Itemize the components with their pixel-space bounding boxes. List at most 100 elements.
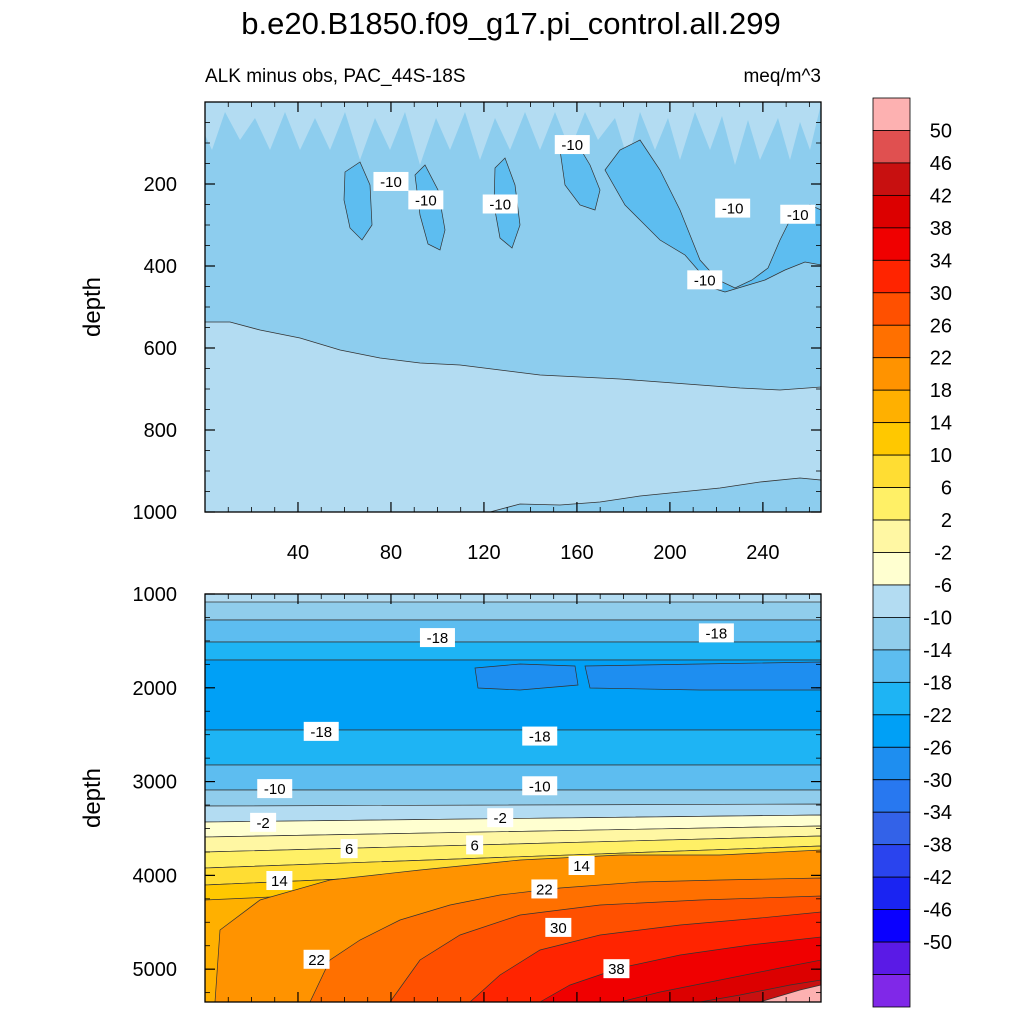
contour-label-bg (531, 879, 558, 899)
lower-band-minus6 (205, 594, 821, 602)
contour-label: -2 (250, 812, 277, 832)
colorbar-label: 6 (941, 478, 952, 500)
contour-label: 14 (266, 871, 293, 891)
colorbar-swatch (872, 681, 911, 716)
contour-label-bg (373, 171, 409, 191)
colorbar-label: -10 (923, 607, 952, 629)
colorbar-swatch (872, 227, 911, 261)
contour-label-bg (545, 917, 572, 937)
contour-label-text: -10 (529, 778, 551, 795)
contour-label: -2 (487, 808, 514, 828)
colorbar-swatch (872, 130, 911, 164)
contour-label-bg (780, 204, 816, 224)
colorbar-swatch (872, 454, 911, 488)
x-tick-label: 160 (560, 542, 593, 564)
lower-band-minus18 (204, 641, 822, 661)
colorbar-label: 2 (941, 510, 952, 532)
contour-label-text: -10 (787, 207, 809, 224)
contour-label-text: -2 (256, 815, 269, 832)
colorbar-label: -34 (923, 802, 952, 824)
chart-title: b.e20.B1850.f09_g17.pi_control.all.299 (241, 6, 781, 41)
colorbar-label: -2 (934, 543, 952, 565)
contour-label: -10 (522, 776, 558, 796)
contour-label-text: 30 (550, 920, 567, 937)
colorbar-label: 50 (930, 120, 952, 142)
contour-label: -18 (698, 623, 734, 643)
contour-label-bg (466, 835, 484, 855)
subtitle-left: ALK minus obs, PAC_44S-18S (205, 66, 466, 87)
contour-label-bg (568, 856, 595, 875)
upper-x-axis: 40 80 120 160 200 240 (227, 102, 810, 564)
colorbar-label: 46 (930, 153, 952, 175)
colorbar-label: -6 (934, 575, 952, 597)
contour-label: -10 (408, 190, 444, 210)
contour-label-text: -10 (415, 192, 437, 209)
colorbar-label: -30 (923, 770, 952, 792)
lower-band-minus10 (204, 601, 822, 621)
contour-label-text: 22 (536, 881, 553, 898)
y-tick-label: 400 (144, 256, 177, 278)
contour-label: -10 (715, 198, 751, 218)
colorbar-swatch (872, 552, 911, 586)
colorbar-label: 18 (930, 380, 952, 402)
y-tick-label: 5000 (133, 959, 178, 981)
contour-label-text: 6 (345, 841, 353, 858)
contour-label: 22 (303, 949, 330, 969)
y-tick-label: 600 (144, 338, 177, 360)
colorbar-swatch (872, 844, 911, 878)
contour-label-text: -10 (380, 174, 402, 191)
colorbar: 50 46 42 38 34 30 26 22 18 14 10 6 2 -2 -6 -10 -14 -18 -22… (872, 97, 952, 1008)
colorbar-swatch (872, 389, 911, 424)
upper-ylabel: depth (79, 277, 106, 337)
x-tick-label: 240 (746, 542, 779, 564)
colorbar-swatch (872, 617, 911, 651)
colorbar-swatch (872, 714, 911, 748)
colorbar-label: -22 (923, 705, 952, 727)
colorbar-swatch (872, 746, 911, 781)
contour-label: 6 (466, 835, 484, 855)
contour-label-bg (419, 628, 455, 648)
contour-label-bg (554, 135, 590, 155)
colorbar-swatch (872, 974, 911, 1008)
upper-contour-labels: -10 -10 -10 -10 -10 -10 -10 (373, 135, 816, 290)
contour-label: -18 (303, 721, 339, 741)
contour-label: 6 (340, 839, 358, 859)
contour-label-bg (266, 871, 293, 891)
contour-label-text: -18 (706, 625, 728, 642)
colorbar-swatch (872, 779, 911, 813)
contour-label-text: 14 (573, 858, 590, 875)
contour-label-bg (487, 808, 514, 828)
colorbar-swatch (872, 357, 911, 391)
contour-label-text: -10 (722, 201, 744, 218)
colorbar-swatch (872, 519, 911, 553)
contour-label-text: -18 (310, 724, 332, 741)
upper-y-axis: 200 400 600 800 1000 (133, 101, 821, 524)
contour-label-bg (522, 726, 558, 746)
colorbar-swatch (872, 97, 911, 131)
colorbar-swatch (872, 194, 911, 229)
contour-label: 38 (603, 959, 630, 979)
upper-band-minus2-shallow (204, 321, 822, 513)
contour-label-bg (698, 623, 734, 643)
contour-label-text: 38 (608, 961, 625, 978)
lower-band-minus14-lower (204, 764, 822, 791)
contour-label: 30 (545, 917, 572, 937)
y-tick-label: 800 (144, 420, 177, 442)
lower-contour-labels: -18 -18 -18 -18 -10 -10 -2 -2 6 6 14 14 22 22 30 38 (250, 623, 734, 979)
contour-label-bg (257, 779, 293, 799)
contour-label-text: -10 (694, 272, 716, 289)
contour-label-text: -10 (489, 197, 511, 214)
subtitle-right: meq/m^3 (743, 66, 821, 87)
contour-label-text: -18 (427, 630, 449, 647)
contour-label: -18 (522, 726, 558, 746)
colorbar-swatch (872, 909, 911, 943)
contour-label-bg (408, 190, 444, 210)
contour-label-bg (303, 949, 330, 969)
colorbar-label: 14 (930, 413, 952, 435)
colorbar-label: -38 (923, 835, 952, 857)
contour-label-text: 6 (470, 837, 478, 854)
lower-band-minus18-lower (204, 729, 822, 766)
